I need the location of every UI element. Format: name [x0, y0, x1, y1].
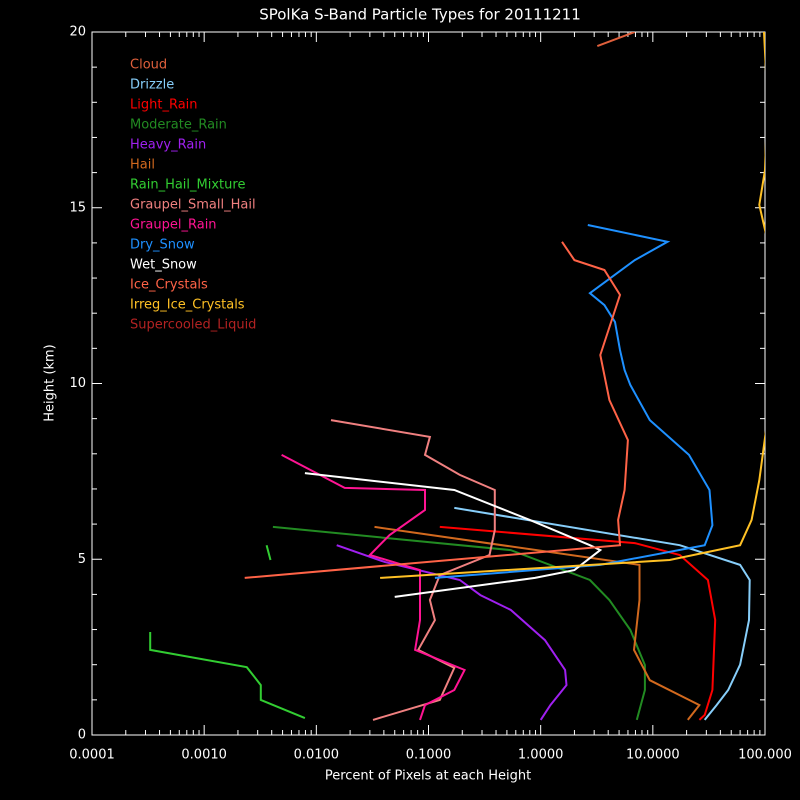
legend-entry: Wet_Snow [130, 258, 197, 273]
y-tick-label: 15 [69, 200, 86, 215]
y-tick-label: 0 [78, 728, 86, 743]
series-line [149, 544, 306, 720]
x-tick-label: 10.0000 [626, 748, 680, 763]
legend-entry: Cloud [130, 58, 167, 73]
x-tick-label: 0.1000 [406, 748, 452, 763]
series-line [434, 224, 714, 579]
legend-entry: Drizzle [130, 78, 174, 93]
x-axis-label: Percent of Pixels at each Height [325, 769, 531, 784]
series-line [336, 544, 568, 721]
x-tick-label: 0.0100 [294, 748, 340, 763]
series-line [272, 525, 646, 721]
legend-entry: Moderate_Rain [130, 118, 227, 133]
legend-entry: Irreg_Ice_Crystals [130, 298, 245, 313]
series-line [380, 32, 765, 579]
legend-entry: Rain_Hail_Mixture [130, 178, 245, 193]
y-tick-label: 5 [78, 552, 86, 567]
series-line [374, 525, 701, 721]
series-line [454, 506, 751, 721]
legend-entry: Light_Rain [130, 98, 198, 113]
y-tick-label: 10 [69, 376, 86, 391]
series-line [596, 32, 636, 48]
chart-title: SPolKa S-Band Particle Types for 2011121… [259, 6, 581, 24]
legend-entry: Supercooled_Liquid [130, 318, 256, 333]
legend-entry: Graupel_Rain [130, 218, 217, 233]
legend-entry: Ice_Crystals [130, 278, 208, 293]
x-tick-label: 1.0000 [518, 748, 564, 763]
legend-entry: Heavy_Rain [130, 138, 206, 153]
x-tick-label: 100.000 [738, 748, 792, 763]
series-line [439, 525, 717, 721]
series-line [244, 241, 629, 579]
y-tick-label: 20 [69, 25, 86, 40]
series-line [330, 419, 496, 721]
series-line [281, 454, 466, 721]
x-tick-label: 0.0010 [181, 748, 227, 763]
x-tick-label: 0.0001 [69, 748, 115, 763]
legend-entry: Graupel_Small_Hail [130, 198, 256, 213]
legend-entry: Hail [130, 158, 155, 173]
y-axis-label: Height (km) [43, 344, 58, 421]
legend-entry: Dry_Snow [130, 238, 195, 253]
